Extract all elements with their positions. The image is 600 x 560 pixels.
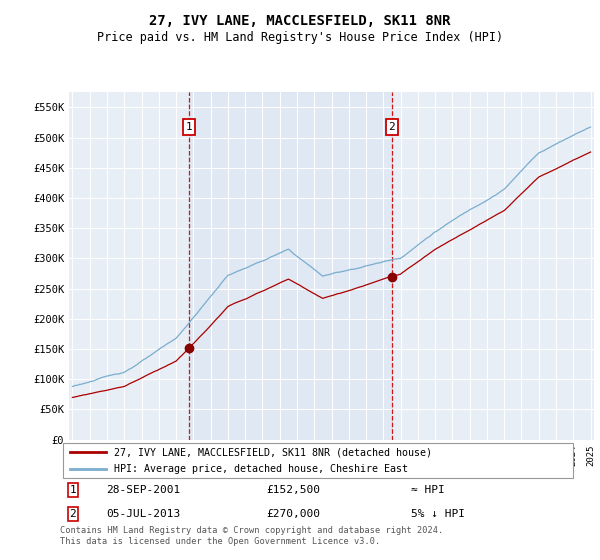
Text: Contains HM Land Registry data © Crown copyright and database right 2024.
This d: Contains HM Land Registry data © Crown c… [60,526,443,546]
Text: £152,500: £152,500 [266,484,320,494]
Text: 2: 2 [389,122,395,132]
Text: ≈ HPI: ≈ HPI [411,484,445,494]
Text: 1: 1 [185,122,193,132]
Text: 05-JUL-2013: 05-JUL-2013 [106,509,181,519]
FancyBboxPatch shape [62,443,574,478]
Text: 27, IVY LANE, MACCLESFIELD, SK11 8NR: 27, IVY LANE, MACCLESFIELD, SK11 8NR [149,14,451,28]
Text: 5% ↓ HPI: 5% ↓ HPI [411,509,465,519]
Text: 1: 1 [70,484,76,494]
Text: 27, IVY LANE, MACCLESFIELD, SK11 8NR (detached house): 27, IVY LANE, MACCLESFIELD, SK11 8NR (de… [114,447,432,457]
Bar [189,92,392,440]
Text: HPI: Average price, detached house, Cheshire East: HPI: Average price, detached house, Ches… [114,464,408,474]
Text: Price paid vs. HM Land Registry's House Price Index (HPI): Price paid vs. HM Land Registry's House … [97,31,503,44]
Text: 28-SEP-2001: 28-SEP-2001 [106,484,181,494]
Text: £270,000: £270,000 [266,509,320,519]
Text: 2: 2 [70,509,76,519]
